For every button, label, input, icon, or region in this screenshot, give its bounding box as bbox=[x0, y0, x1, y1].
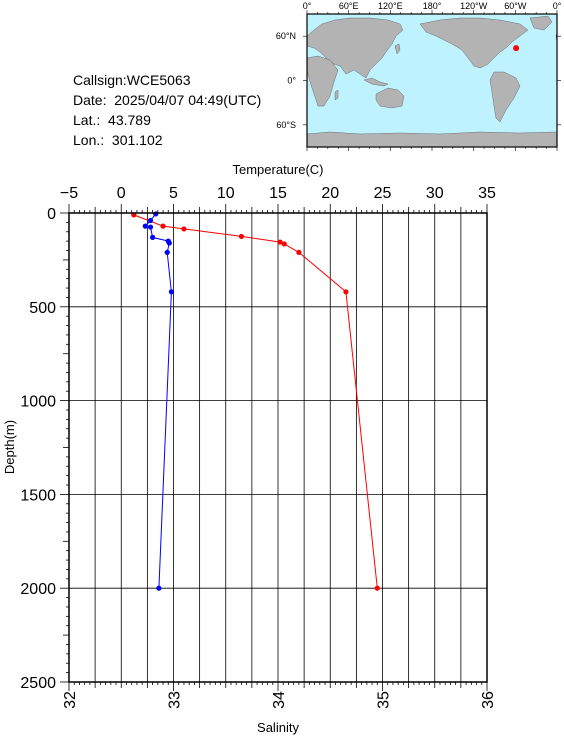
salinity-point bbox=[153, 211, 159, 217]
temperature-tick-label: 10 bbox=[217, 185, 235, 202]
temperature-axis: −5 0 5 10 15 20 25 30 35 bbox=[60, 185, 496, 213]
salinity-axis: 32 33 34 35 36 bbox=[62, 682, 497, 709]
callsign-line: Callsign:WCE5063 bbox=[73, 70, 261, 90]
temperature-point bbox=[181, 226, 187, 232]
temperature-tick-label: 15 bbox=[269, 185, 287, 202]
temperature-point bbox=[281, 241, 287, 247]
depth-tick-label: 2000 bbox=[20, 581, 56, 598]
salinity-tick-label: 35 bbox=[376, 691, 393, 709]
depth-tick-label: 0 bbox=[47, 206, 56, 223]
salinity-point bbox=[142, 223, 148, 229]
salinity-tick-label: 34 bbox=[271, 691, 288, 709]
depth-axis: 0 500 1000 1500 2000 2500 bbox=[20, 206, 69, 692]
salinity-point bbox=[156, 585, 162, 591]
depth-axis-title: Depth(m) bbox=[2, 420, 17, 474]
series bbox=[131, 211, 380, 591]
temperature-tick-label: 0 bbox=[117, 185, 126, 202]
salinity-tick-label: 32 bbox=[62, 691, 79, 709]
temperature-tick-label: −5 bbox=[60, 185, 78, 202]
date-line: Date: 2025/04/07 04:49(UTC) bbox=[73, 90, 261, 110]
temperature-point bbox=[277, 239, 283, 245]
salinity-tick-label: 33 bbox=[167, 691, 184, 709]
temperature-tick-label: 5 bbox=[169, 185, 178, 202]
salinity-point bbox=[147, 217, 154, 224]
lat-label: Lat.: bbox=[73, 112, 101, 128]
salinity-point bbox=[168, 289, 175, 295]
depth-tick-label: 1500 bbox=[20, 487, 56, 504]
temperature-tick-label: 30 bbox=[426, 185, 444, 202]
salinity-axis-title: Salinity bbox=[257, 720, 299, 735]
temperature-tick-label: 20 bbox=[321, 185, 339, 202]
salinity-point bbox=[150, 234, 156, 240]
plot-frame bbox=[68, 212, 488, 683]
grid bbox=[68, 212, 488, 683]
date-value: 2025/04/07 04:49(UTC) bbox=[114, 92, 262, 108]
temperature-point bbox=[296, 249, 302, 255]
lat-line: Lat.: 43.789 bbox=[73, 110, 261, 130]
depth-tick-label: 500 bbox=[29, 300, 56, 317]
lon-line: Lon.: 301.102 bbox=[73, 130, 261, 150]
temperature-point bbox=[343, 289, 349, 295]
depth-tick-label: 2500 bbox=[20, 675, 56, 692]
callsign-value: WCE5063 bbox=[126, 72, 191, 88]
callsign-label: Callsign: bbox=[73, 72, 127, 88]
lon-value: 301.102 bbox=[111, 132, 163, 148]
temperature-point bbox=[160, 223, 166, 229]
temperature-axis-title: Temperature(C) bbox=[232, 162, 323, 177]
temperature-tick-label: 35 bbox=[478, 185, 496, 202]
lon-label: Lon.: bbox=[73, 132, 105, 148]
depth-tick-label: 1000 bbox=[20, 394, 56, 411]
salinity-point bbox=[164, 249, 170, 255]
salinity-tick-label: 36 bbox=[480, 691, 497, 709]
date-label: Date: bbox=[73, 92, 107, 108]
salinity-point bbox=[166, 240, 172, 246]
station-info: Callsign:WCE5063 Date: 2025/04/07 04:49(… bbox=[73, 70, 261, 150]
temperature-point bbox=[238, 233, 245, 240]
lat-value: 43.789 bbox=[108, 112, 151, 128]
temperature-tick-label: 25 bbox=[374, 185, 392, 202]
salinity-profile-line bbox=[144, 213, 172, 589]
salinity-point bbox=[147, 224, 154, 230]
temperature-point bbox=[374, 585, 380, 591]
